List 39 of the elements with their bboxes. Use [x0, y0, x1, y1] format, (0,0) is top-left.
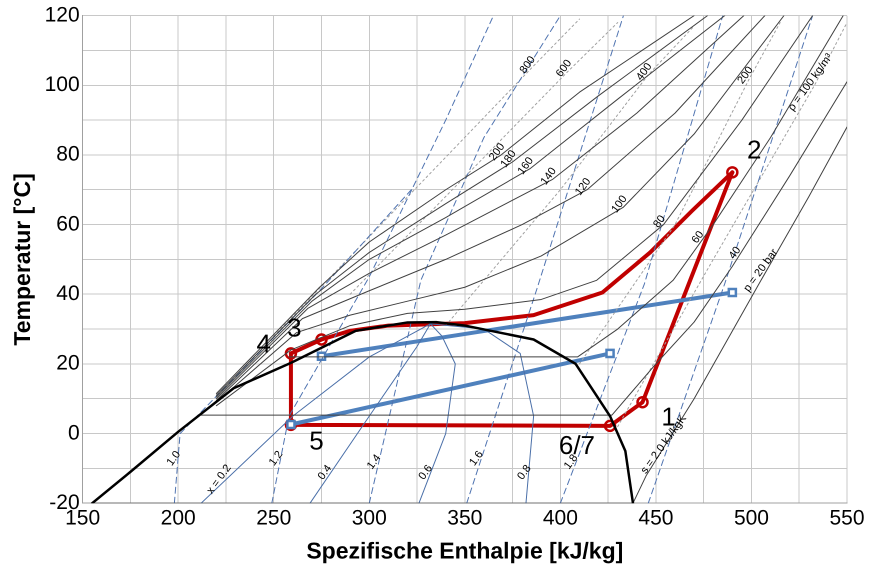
annotation: 400	[634, 60, 654, 83]
x-tick-label: 200	[160, 506, 196, 530]
annotation: 160	[516, 154, 536, 177]
annotation: 80	[651, 213, 668, 230]
annotation: x = 0.2	[204, 462, 234, 496]
annotation: 60	[689, 228, 706, 246]
y-tick-label: 0	[68, 421, 80, 444]
annotation: 5	[309, 426, 324, 456]
annotation: 1.4	[364, 452, 384, 472]
x-tick-label: 500	[734, 506, 769, 530]
annotation: 140	[538, 165, 559, 188]
annotation: 200	[735, 64, 756, 86]
annotation: 2	[747, 134, 762, 164]
y-tick-label: 120	[44, 3, 80, 26]
x-tick-label: 250	[256, 506, 292, 530]
annotation: 120	[572, 176, 594, 198]
annotation: 100	[609, 193, 630, 216]
annotation: 800	[517, 54, 538, 76]
annotation: 1.2	[266, 448, 286, 468]
x-tick-label: 550	[829, 506, 865, 530]
annotation: p = 20 bar	[741, 246, 781, 294]
y-tick-label: 20	[56, 352, 80, 375]
annotation: 0.6	[416, 462, 435, 482]
annotation: 1.6	[467, 448, 486, 468]
annotation: 0.4	[316, 462, 334, 482]
annotation: 0.8	[515, 462, 534, 482]
annotation: 600	[554, 57, 574, 80]
annotation: 1.0	[164, 448, 184, 468]
y-tick-label: 80	[56, 142, 80, 166]
x-tick-label: 300	[352, 506, 387, 530]
x-axis-title: Spezifische Enthalpie [kJ/kg]	[306, 538, 624, 564]
x-tick-label: 350	[447, 506, 482, 530]
y-axis-title: Temperatur [°C]	[9, 173, 36, 346]
x-tick-label: 400	[542, 506, 578, 530]
y-tick-label: 40	[56, 282, 80, 306]
x-tick-label: 450	[638, 506, 674, 530]
y-tick-label: 60	[56, 212, 80, 236]
y-tick-label: 100	[44, 73, 80, 96]
annotation: 40	[726, 244, 744, 262]
